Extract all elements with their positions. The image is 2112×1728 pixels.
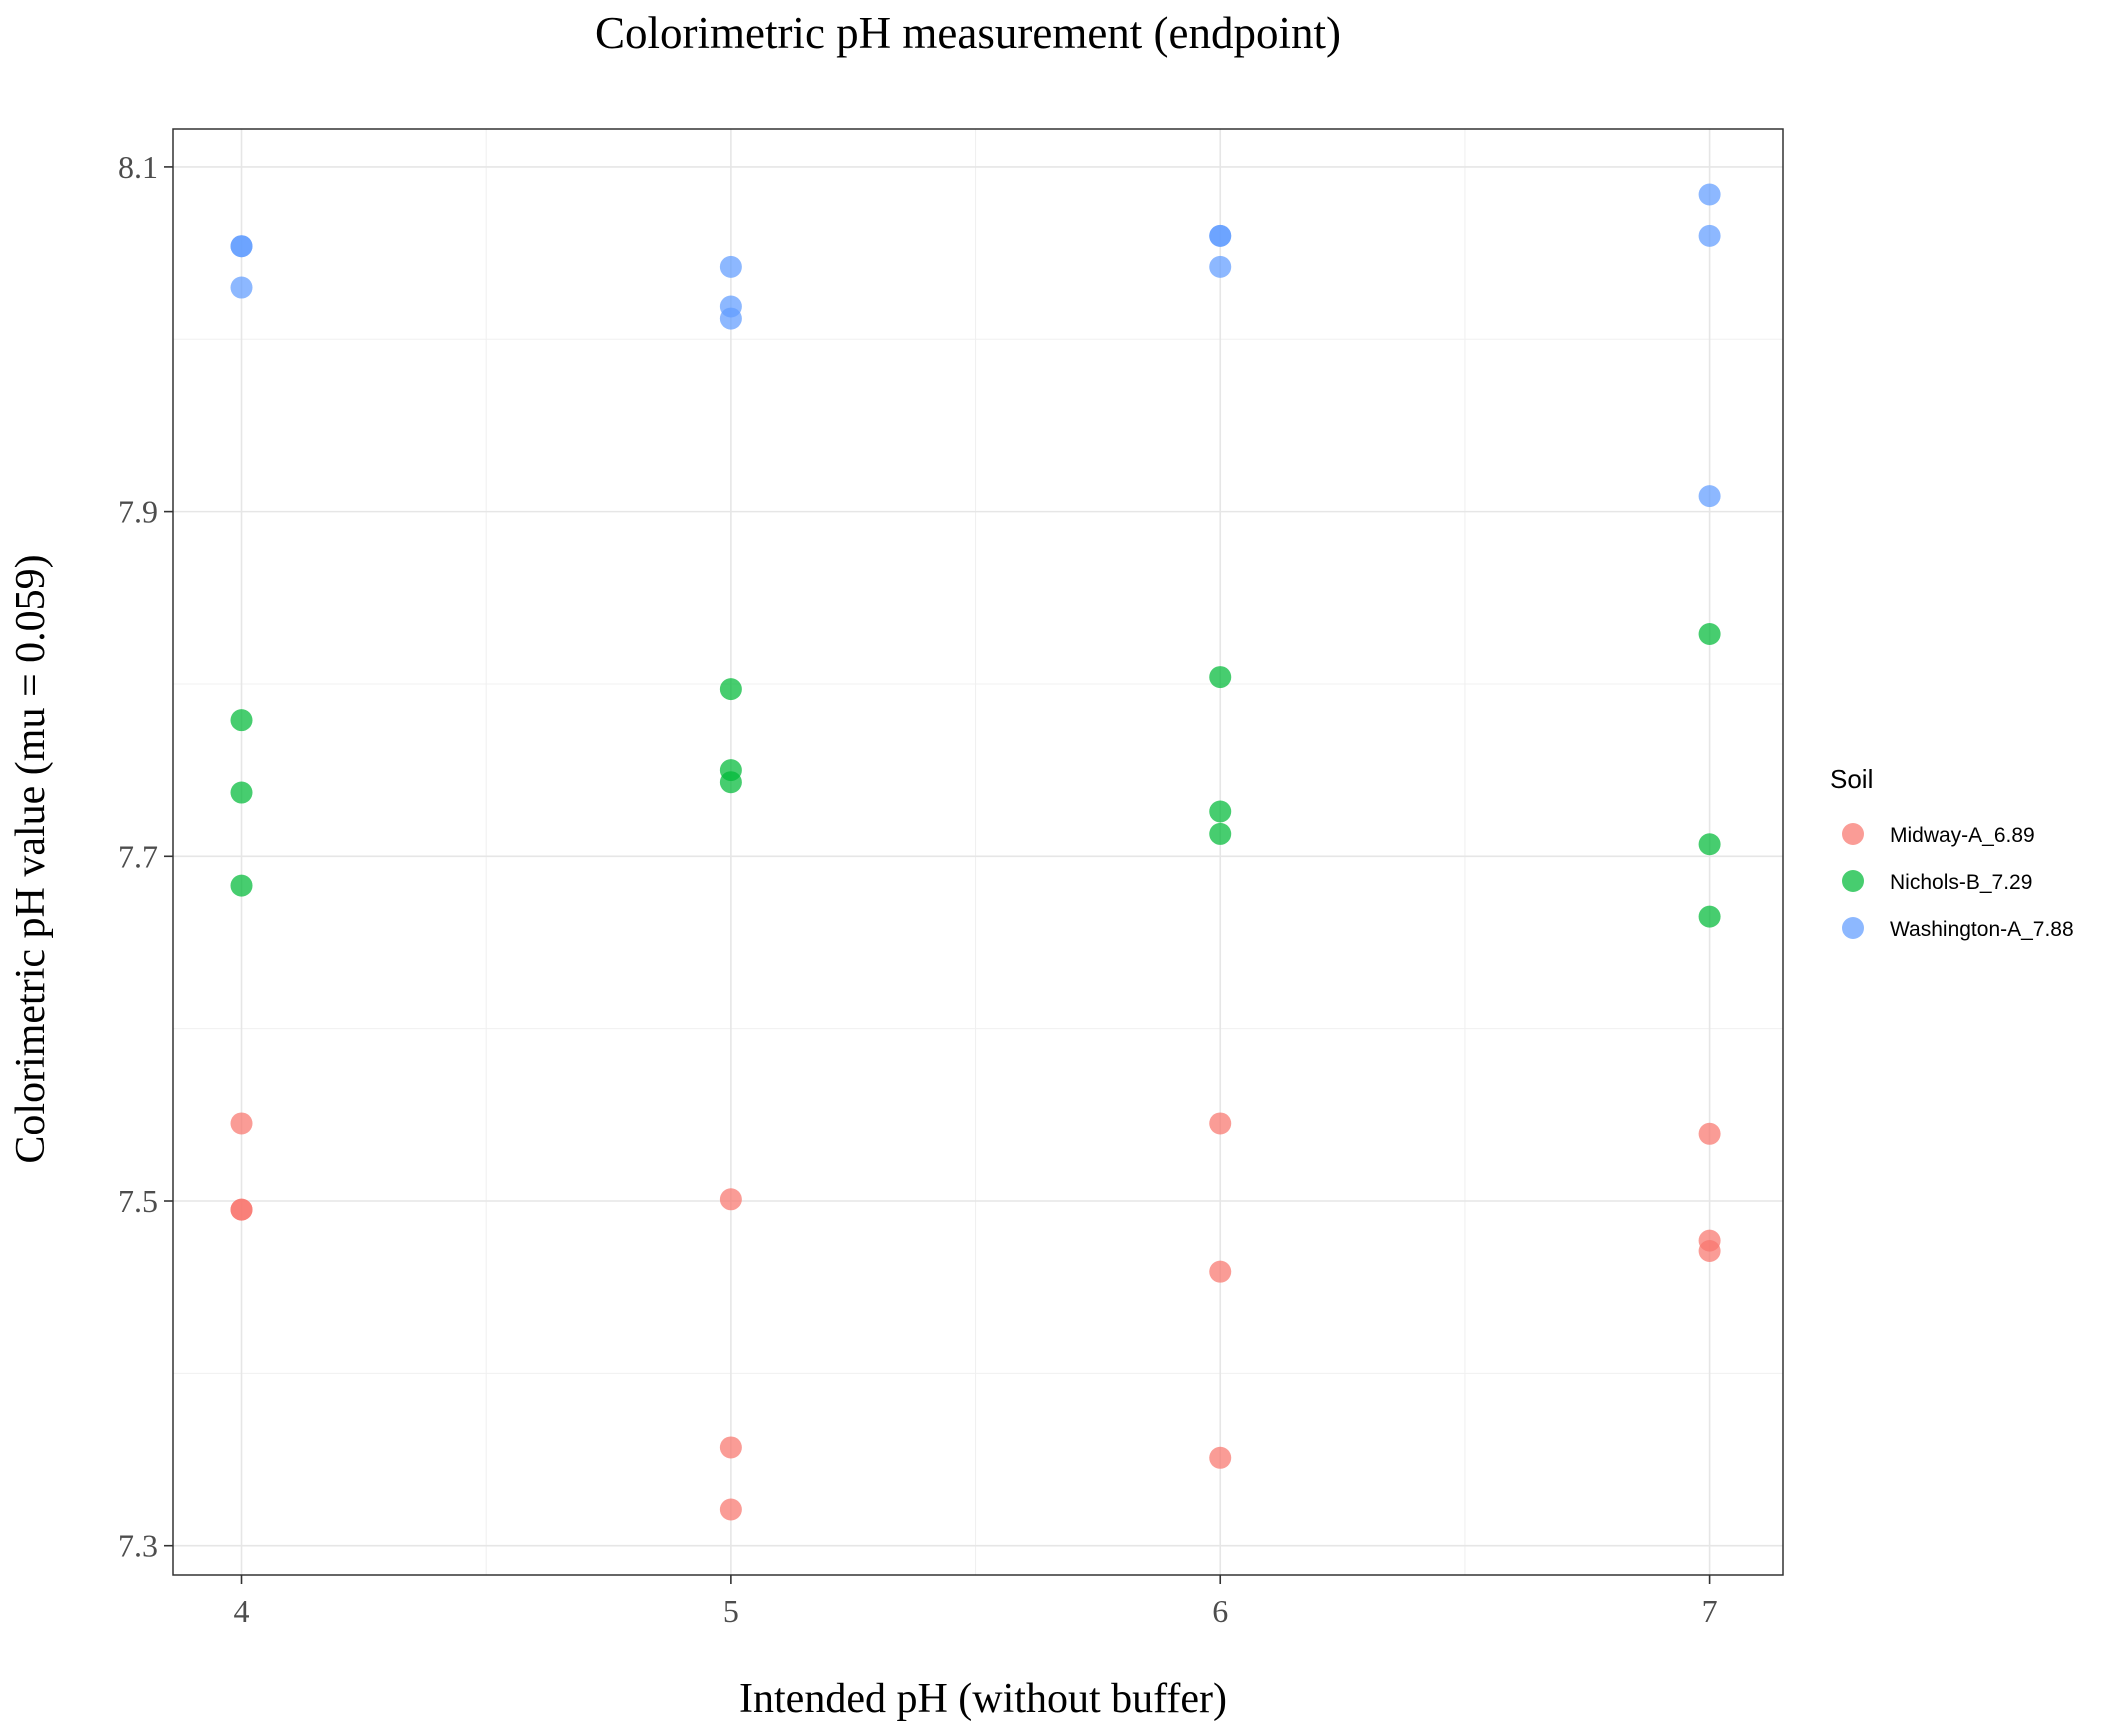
data-point xyxy=(230,276,253,299)
legend-key xyxy=(1842,917,1864,939)
data-point xyxy=(1209,255,1232,278)
chart-title: Colorimetric pH measurement (endpoint) xyxy=(595,8,1341,58)
legend-label: Nichols-B_7.29 xyxy=(1890,871,2032,894)
data-point xyxy=(1698,1239,1721,1262)
data-point xyxy=(230,1112,253,1135)
y-tick-label: 7.3 xyxy=(118,1528,158,1564)
data-point xyxy=(230,1198,253,1221)
data-point xyxy=(1209,1112,1232,1135)
y-tick-label: 7.7 xyxy=(118,838,158,874)
x-tick-label: 6 xyxy=(1212,1593,1228,1629)
data-point xyxy=(1698,183,1721,206)
y-tick-label: 7.9 xyxy=(118,494,158,530)
axis-ticks: 7.3 7.5 7.7 7.9 8.1 4 5 6 7 xyxy=(118,149,1718,1629)
data-point xyxy=(1209,1260,1232,1283)
legend-key xyxy=(1842,823,1864,845)
grid-lines xyxy=(173,129,1783,1575)
x-tick-label: 7 xyxy=(1702,1593,1718,1629)
data-point xyxy=(230,874,253,897)
data-point xyxy=(719,1436,742,1459)
data-points xyxy=(230,183,1721,1521)
x-tick-label: 5 xyxy=(723,1593,739,1629)
data-point xyxy=(1209,822,1232,845)
data-point xyxy=(719,1188,742,1211)
data-point xyxy=(230,235,253,258)
data-point xyxy=(230,781,253,804)
data-point xyxy=(1698,833,1721,856)
legend: Soil Midway-A_6.89 Nichols-B_7.29 Washingt… xyxy=(1830,764,2074,941)
legend-key xyxy=(1842,870,1864,892)
data-point xyxy=(1209,1446,1232,1469)
data-point xyxy=(719,1498,742,1521)
y-tick-label: 7.5 xyxy=(118,1183,158,1219)
data-point xyxy=(230,709,253,732)
data-point xyxy=(1698,905,1721,928)
plot-border xyxy=(172,128,1784,1576)
data-point xyxy=(1209,224,1232,247)
data-point xyxy=(1209,666,1232,689)
y-axis-label: Colorimetric pH value (mu = 0.059) xyxy=(8,554,54,1163)
data-point xyxy=(719,678,742,701)
data-point xyxy=(719,307,742,330)
data-point xyxy=(719,255,742,278)
legend-label: Washington-A_7.88 xyxy=(1890,918,2074,941)
data-point xyxy=(1698,622,1721,645)
legend-label: Midway-A_6.89 xyxy=(1890,824,2035,847)
data-point xyxy=(1698,485,1721,508)
legend-title: Soil xyxy=(1830,764,1873,794)
plot-panel xyxy=(173,129,1783,1575)
data-point xyxy=(1698,1122,1721,1145)
x-tick-label: 4 xyxy=(234,1593,250,1629)
y-tick-label: 8.1 xyxy=(118,149,158,185)
x-axis-label: Intended pH (without buffer) xyxy=(739,1676,1227,1722)
data-point xyxy=(1698,224,1721,247)
data-point xyxy=(719,771,742,794)
data-point xyxy=(1209,800,1232,823)
